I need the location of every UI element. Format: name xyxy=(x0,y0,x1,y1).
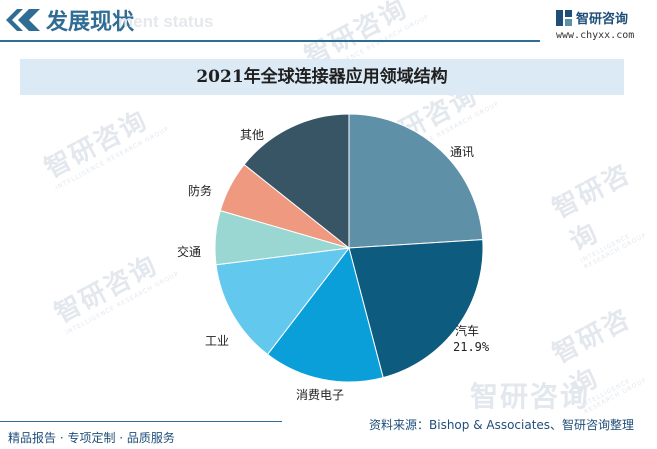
slice-label: 其他 xyxy=(240,128,265,142)
watermark: 智研咨询 xyxy=(470,380,591,413)
data-source: 资料来源：Bishop & Associates、智研咨询整理 xyxy=(369,418,635,432)
section-subtitle: ment status xyxy=(118,12,214,31)
logo-icon xyxy=(556,10,572,26)
slice-label: 通讯 xyxy=(450,145,475,159)
footer-tagline: 精品报告 · 专项定制 · 品质服务 xyxy=(8,431,175,445)
pie-slice-1 xyxy=(348,239,484,379)
section-title: 发展现状 xyxy=(46,10,135,35)
logo-text: 智研咨询 xyxy=(576,12,629,27)
logo-url: www.chyxx.com xyxy=(556,30,635,41)
slice-label: 消费电子 xyxy=(296,388,345,402)
pie-slice-6 xyxy=(243,113,350,250)
footer-divider xyxy=(0,421,282,422)
chart-title: 2021年全球连接器应用领域结构 xyxy=(196,67,448,87)
pie-slice-2 xyxy=(266,246,384,383)
pie-slice-3 xyxy=(215,247,351,356)
double-chevron-icon xyxy=(6,9,40,31)
chart-title-bar: 2021年全球连接器应用领域结构 xyxy=(20,59,624,95)
header-divider xyxy=(0,40,540,42)
slice-label: 交通 xyxy=(177,245,202,259)
slice-label: 防务 xyxy=(188,184,213,198)
slice-label: 工业 xyxy=(205,334,230,348)
slice-value-label: 21.9% xyxy=(453,340,490,354)
pie-slice-0 xyxy=(348,113,484,249)
header: 发展现状 ment status 智研咨询 www.chyxx.com xyxy=(0,0,657,52)
slice-label: 汽车 xyxy=(455,324,480,338)
